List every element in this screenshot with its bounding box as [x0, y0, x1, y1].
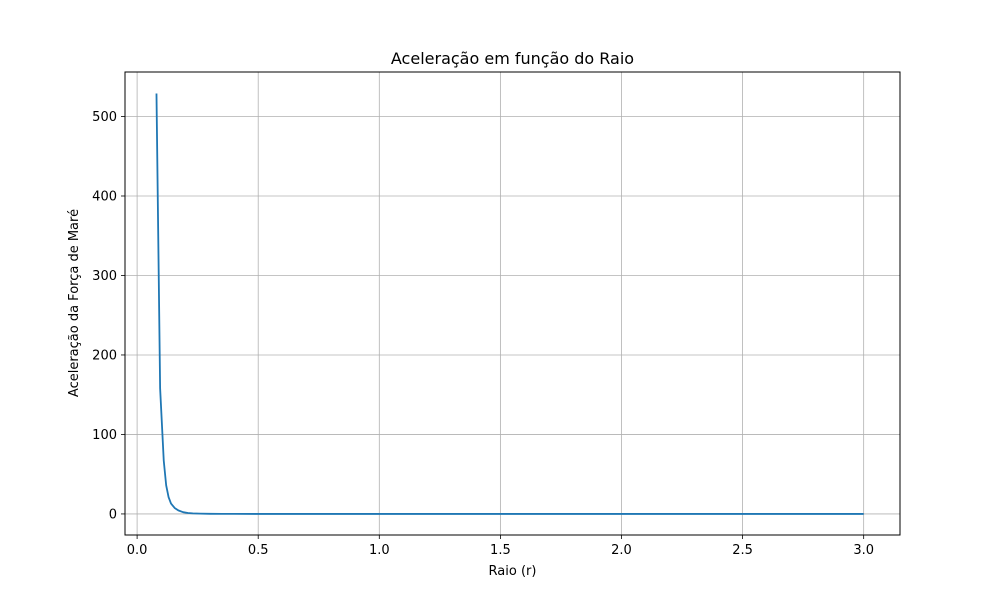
x-axis-ticks: 0.0 0.5 1.0 1.5 2.0 2.5 3.0 — [127, 535, 874, 558]
x-axis-label: Raio (r) — [489, 564, 537, 579]
x-tick-label: 1.5 — [490, 543, 511, 558]
plot-area-frame — [124, 71, 901, 536]
y-tick-label: 300 — [92, 269, 117, 284]
x-tick-label: 0.5 — [248, 543, 269, 558]
x-tick-label: 2.0 — [611, 543, 632, 558]
y-tick-label: 100 — [92, 428, 117, 443]
y-tick-label: 500 — [92, 110, 117, 125]
y-tick-label: 0 — [109, 507, 117, 522]
y-tick-label: 400 — [92, 189, 117, 204]
x-tick-label: 2.5 — [732, 543, 753, 558]
y-axis-label: Aceleração da Força de Maré — [67, 209, 82, 397]
y-tick-label: 200 — [92, 348, 117, 363]
x-tick-label: 3.0 — [853, 543, 874, 558]
series-line — [155, 93, 864, 515]
y-axis-ticks: 0 100 200 300 400 500 — [92, 110, 125, 522]
chart-title: Aceleração em função do Raio — [391, 49, 634, 68]
series-layer — [155, 93, 864, 515]
x-tick-label: 1.0 — [369, 543, 390, 558]
x-tick-label: 0.0 — [127, 543, 148, 558]
